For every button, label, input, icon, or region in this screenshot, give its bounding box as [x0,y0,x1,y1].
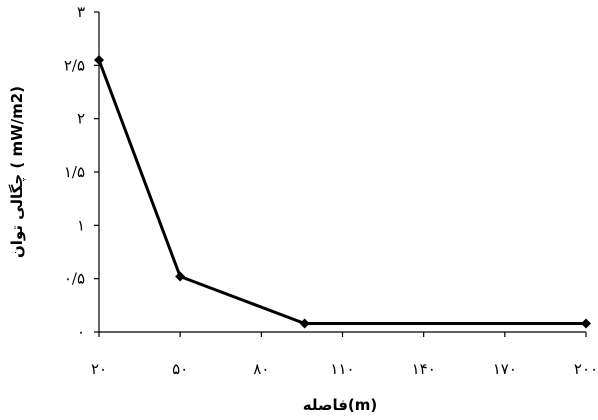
y-tick-label: ۱/۵ [64,163,85,181]
x-tick-label: ۲۰ [91,360,107,378]
series-line [97,59,586,325]
data-point [175,271,186,282]
x-tick-label: ۱۱۰ [330,360,354,378]
y-ticks: ۰ ۰/۵ ۱ ۱/۵ ۲ ۲/۵ ۳ [64,3,99,341]
x-axis-title: فاصله(m) [303,396,378,414]
x-tick-label: ۲۰۰ [574,360,598,378]
data-point [94,55,104,65]
y-tick-label: ۳ [77,3,85,21]
x-ticks: ۲۰ ۵۰ ۸۰ ۱۱۰ ۱۴۰ ۱۷۰ ۲۰۰ [91,332,598,378]
y-tick-label: ۲ [77,110,85,128]
data-point [299,318,310,329]
x-tick-label: ۱۴۰ [412,360,436,378]
y-tick-label: ۱ [77,216,85,234]
y-tick-label: ۰ [77,323,85,341]
y-tick-label: ۰/۵ [64,270,85,288]
series [94,55,591,329]
y-tick-label: ۲/۵ [64,56,85,74]
axes [98,12,586,333]
y-axis-title: چگالی توان ( mW/m2) [8,86,27,258]
data-point [581,318,591,329]
x-tick-label: ۸۰ [253,360,269,378]
x-tick-label: ۱۷۰ [493,360,517,378]
x-tick-label: ۵۰ [172,360,188,378]
